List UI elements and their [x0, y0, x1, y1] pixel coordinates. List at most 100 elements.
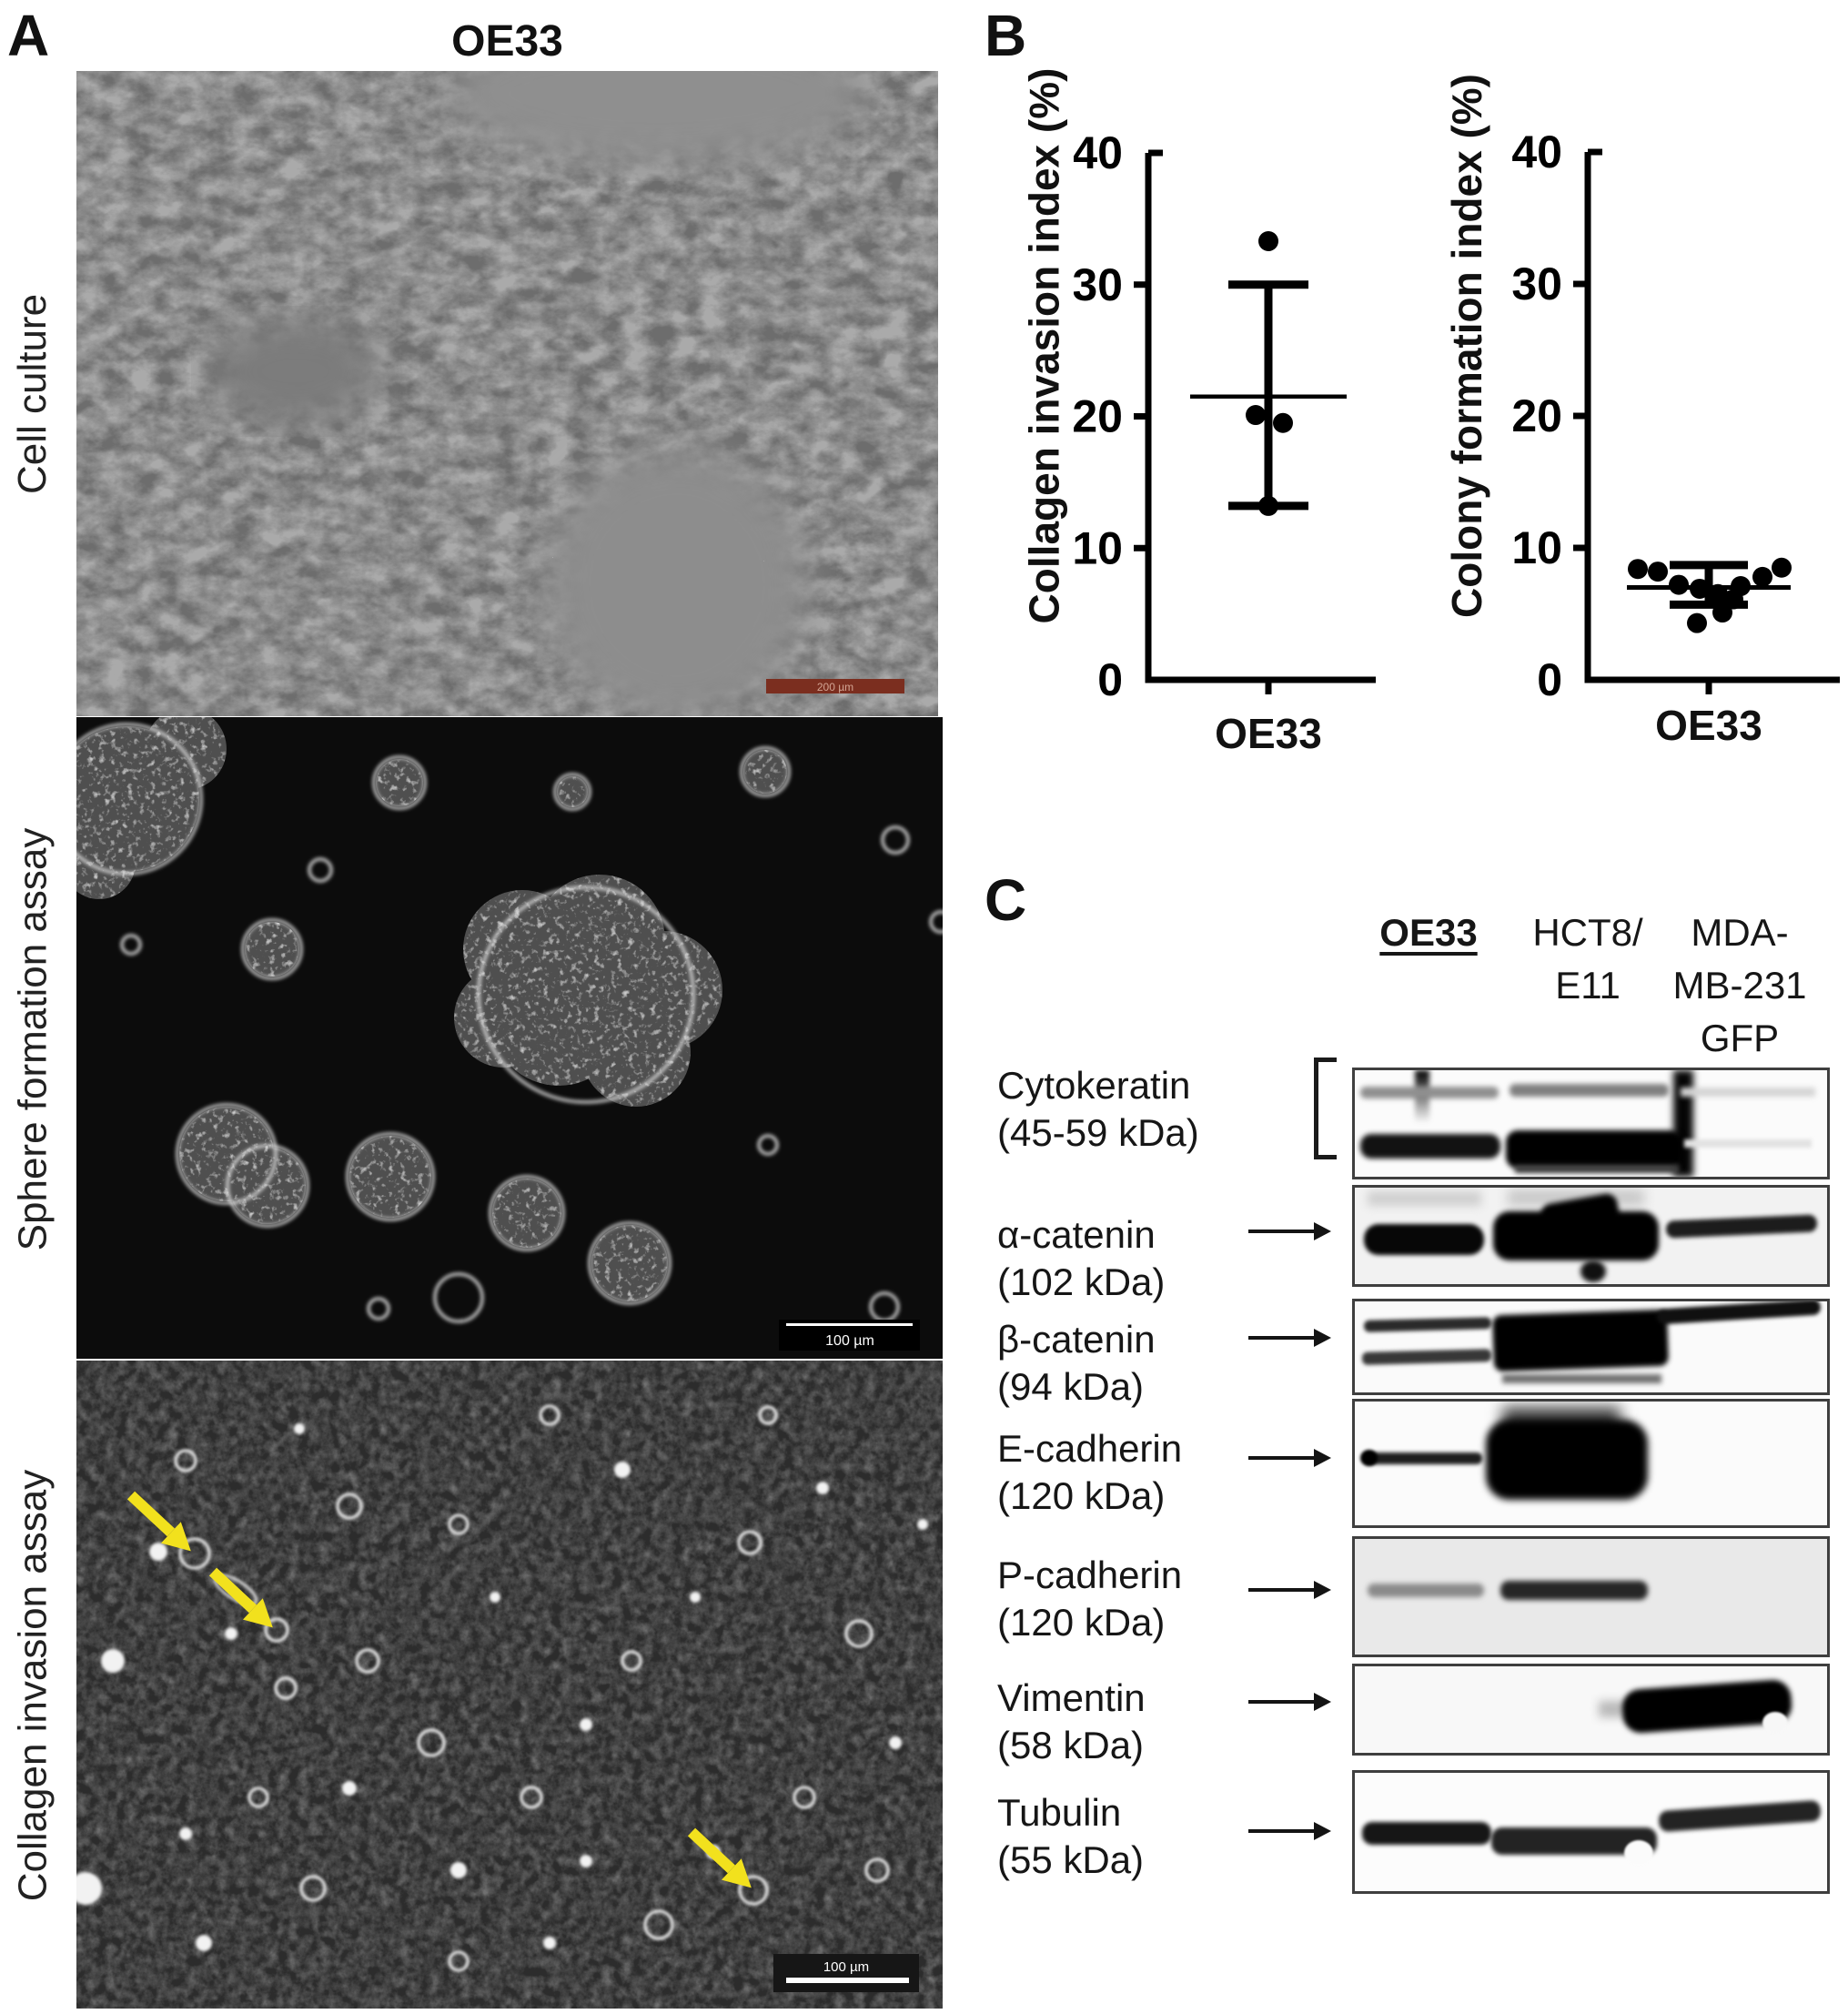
yellow-arrows	[126, 1491, 752, 1888]
scalebar-text: 100 µm	[825, 1333, 874, 1349]
svg-text:30: 30	[1511, 258, 1562, 309]
blot-band	[1363, 1317, 1492, 1332]
blot-e-cadherin	[1352, 1399, 1830, 1528]
protein-name: Cytokeratin	[997, 1064, 1191, 1107]
scalebar-text: 200 µm	[817, 681, 853, 693]
scalebar-sphere: 100 µm	[779, 1320, 920, 1351]
scalebar-cell-culture: 200 µm	[766, 679, 904, 693]
panel-b-letter: B	[985, 3, 1028, 68]
protein-name: Tubulin	[997, 1791, 1122, 1834]
blot-band	[1368, 1584, 1484, 1597]
alpha-catenin-arrow-icon	[1248, 1222, 1331, 1240]
blot-band	[1624, 1840, 1653, 1866]
beta-catenin-arrow-icon	[1248, 1329, 1331, 1347]
blot-band	[1580, 1260, 1606, 1282]
vimentin-arrow-icon	[1248, 1693, 1331, 1711]
svg-text:20: 20	[1074, 391, 1123, 442]
svg-text:0: 0	[1537, 654, 1562, 705]
cytokeratin-bracket-icon	[1314, 1058, 1337, 1159]
label-alpha-catenin: α-catenin (102 kDa)	[997, 1211, 1165, 1306]
lane-header-line: HCT8/	[1532, 911, 1643, 954]
row-label-sphere-formation: Sphere formation assay	[10, 827, 55, 1250]
protein-name: P-cadherin	[997, 1554, 1183, 1596]
colony-chart-xlabel: OE33	[1655, 702, 1762, 749]
protein-mass: (120 kDa)	[997, 1601, 1166, 1644]
p-cadherin-arrow-icon	[1248, 1581, 1331, 1599]
micrograph-cell-culture: 200 µm	[76, 71, 938, 716]
panel-a-title: OE33	[451, 17, 563, 66]
svg-text:10: 10	[1074, 522, 1123, 573]
blot-band	[1364, 1224, 1484, 1255]
protein-name: E-cadherin	[997, 1427, 1183, 1470]
row-label-collagen-invasion: Collagen invasion assay	[10, 1469, 56, 1902]
cell-culture-texture: 200 µm	[76, 71, 938, 716]
label-vimentin: Vimentin (58 kDa)	[997, 1675, 1146, 1769]
protein-name: α-catenin	[997, 1213, 1156, 1256]
scalebar-invasion: 100 µm	[773, 1954, 919, 1992]
label-cytokeratin: Cytokeratin (45-59 kDa)	[997, 1062, 1199, 1157]
svg-text:0: 0	[1097, 654, 1123, 705]
blot-band	[1360, 1134, 1500, 1159]
svg-text:40: 40	[1074, 127, 1123, 178]
label-e-cadherin: E-cadherin (120 kDa)	[997, 1425, 1182, 1520]
colony-formation-ylabel: Colony formation index (%)	[1443, 74, 1490, 618]
protein-name: β-catenin	[997, 1318, 1156, 1361]
blot-cytokeratin	[1352, 1068, 1830, 1179]
blot-band	[1658, 1799, 1822, 1833]
blot-band	[1366, 1452, 1482, 1464]
e-cadherin-arrow-icon	[1248, 1449, 1331, 1467]
svg-text:30: 30	[1074, 259, 1123, 310]
label-tubulin: Tubulin (55 kDa)	[997, 1789, 1144, 1884]
blot-band	[1491, 1309, 1670, 1372]
lane-header-line: MDA-	[1691, 911, 1789, 954]
collagen-chart-xlabel: OE33	[1215, 710, 1322, 757]
sphere-halos	[76, 723, 943, 1323]
protein-mass: (58 kDa)	[997, 1724, 1145, 1766]
blot-band	[1500, 1581, 1648, 1600]
collagen-invasion-ylabel: Collagen invasion index (%)	[1020, 67, 1067, 624]
panel-c-letter: C	[985, 867, 1028, 933]
sphere-texture: 100 µm	[76, 717, 943, 1359]
blot-band	[1665, 1214, 1818, 1239]
blot-p-cadherin	[1352, 1536, 1830, 1657]
blot-band	[1361, 1349, 1492, 1365]
blot-band	[1684, 1139, 1812, 1148]
blot-band	[1681, 1088, 1815, 1097]
protein-mass: (55 kDa)	[997, 1838, 1145, 1881]
invasion-texture: 100 µm	[76, 1361, 943, 2009]
blot-alpha-catenin	[1352, 1185, 1830, 1287]
lane-header-hct8-e11: HCT8/ E11	[1512, 906, 1663, 1012]
blot-band	[1656, 1301, 1822, 1325]
protein-mass: (45-59 kDa)	[997, 1111, 1199, 1154]
blot-band	[1362, 1822, 1491, 1845]
protein-name: Vimentin	[997, 1676, 1146, 1719]
lane-header-line: GFP	[1700, 1017, 1780, 1059]
blot-band	[1762, 1712, 1788, 1734]
blot-band	[1510, 1084, 1669, 1097]
blot-band	[1486, 1420, 1648, 1500]
blot-beta-catenin	[1352, 1299, 1830, 1395]
micrograph-sphere-formation: 100 µm	[76, 717, 943, 1359]
blot-band	[1506, 1130, 1682, 1169]
label-beta-catenin: β-catenin (94 kDa)	[997, 1316, 1156, 1411]
protein-mass: (94 kDa)	[997, 1365, 1145, 1408]
blot-tubulin	[1352, 1770, 1830, 1894]
protein-mass: (120 kDa)	[997, 1474, 1166, 1517]
svg-text:10: 10	[1511, 522, 1562, 573]
lane-header-line: E11	[1555, 964, 1621, 1007]
row-label-cell-culture: Cell culture	[10, 293, 55, 494]
lane-header-line: MB-231	[1672, 964, 1807, 1007]
blot-band	[1599, 1701, 1628, 1717]
lane-header-oe33: OE33	[1379, 911, 1478, 954]
blot-band	[1515, 1165, 1679, 1173]
micrograph-collagen-invasion: 100 µm	[76, 1361, 943, 2009]
colony-formation-chart: 0 10 20 30 40	[1511, 127, 1840, 705]
lane-header-mda-mb231-gfp: MDA- MB-231 GFP	[1661, 906, 1818, 1065]
blot-band	[1502, 1374, 1661, 1383]
panel-a-letter: A	[7, 3, 51, 68]
blot-vimentin	[1352, 1664, 1830, 1756]
svg-text:40: 40	[1511, 127, 1562, 177]
collagen-invasion-chart: 0 10 20 30 40	[1074, 127, 1376, 705]
blot-band	[1360, 1087, 1499, 1098]
